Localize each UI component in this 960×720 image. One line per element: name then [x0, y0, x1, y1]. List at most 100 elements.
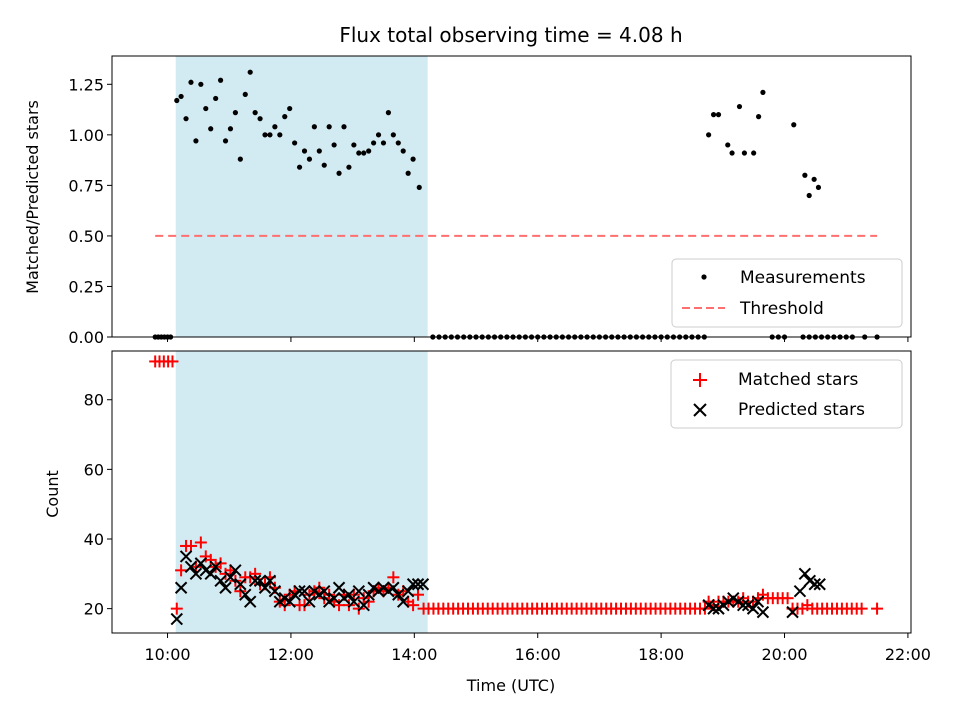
predicted-star-point [332, 581, 346, 594]
measurement-point [380, 140, 387, 146]
measurement-point [222, 138, 229, 144]
x-tick-label: 12:00 [268, 645, 314, 664]
predicted-star-point [746, 602, 760, 615]
predicted-star-point [362, 588, 375, 601]
measurement-point [188, 79, 194, 85]
matched-star-point [298, 599, 311, 612]
predicted-star-point [406, 578, 420, 591]
measurement-point [710, 112, 717, 118]
top-y-axis-label: Matched/Predicted stars [23, 100, 42, 294]
predicted-star-point [239, 588, 252, 601]
measurement-point [321, 162, 327, 168]
measurement-point [326, 124, 332, 130]
measurement-point [741, 150, 748, 156]
legend-measurements-marker [701, 274, 707, 280]
y-tick-label: 40 [84, 530, 104, 549]
predicted-star-point [283, 595, 296, 608]
y-tick-label: 0.25 [68, 277, 104, 296]
predicted-star-point [170, 612, 183, 626]
predicted-star-point [204, 567, 217, 581]
measurement-point [272, 124, 278, 130]
y-tick-label: 1.25 [68, 75, 104, 94]
x-tick-label: 10:00 [144, 645, 190, 664]
measurement-point [806, 192, 812, 199]
measurement-point [203, 105, 209, 112]
measurement-point [706, 132, 712, 138]
predicted-star-point [258, 581, 272, 594]
measurement-point [405, 170, 411, 176]
measurement-point [791, 122, 797, 128]
top-y-ticks: 0.00 0.25 0.50 0.75 1.00 1.25 [68, 75, 112, 347]
predicted-star-point [224, 571, 237, 584]
y-tick-label: 1.00 [68, 126, 104, 145]
y-tick-label: 0.50 [68, 227, 104, 246]
measurement-point [287, 105, 293, 112]
x-tick-label: 14:00 [391, 645, 437, 664]
predicted-star-point [756, 605, 770, 619]
y-tick-label: 20 [84, 600, 104, 619]
measurement-point [247, 69, 253, 75]
x-tick-label: 18:00 [638, 645, 684, 664]
top-legend-box [671, 258, 903, 328]
y-tick-label: 0.00 [68, 328, 104, 347]
matched-star-point [229, 574, 242, 587]
measurement-point [815, 184, 822, 191]
predicted-star-point [798, 567, 812, 581]
measurement-point [366, 148, 372, 154]
top-x-ticks [167, 337, 909, 342]
predicted-star-point [234, 578, 247, 591]
matched-star-point [249, 567, 262, 580]
bottom-y-ticks: 20 40 60 80 [84, 391, 112, 619]
measurement-point [375, 132, 382, 138]
matched-star-point [781, 592, 794, 605]
matched-star-point [407, 599, 420, 612]
measurement-point [217, 77, 224, 83]
legend-measurements-label: Measurements [740, 268, 866, 288]
measurement-point [341, 124, 347, 130]
measurement-point [227, 126, 234, 132]
top-legend: Measurements Threshold [671, 258, 903, 328]
measurement-point [811, 176, 817, 182]
bottom-y-axis-label: Count [43, 470, 62, 518]
measurement-point [316, 148, 322, 154]
measurement-point [252, 110, 258, 116]
matched-star-point [170, 602, 183, 615]
measurement-point [174, 97, 180, 104]
measurement-point [277, 132, 283, 138]
measurement-point [395, 140, 401, 146]
legend-matched-marker [693, 373, 707, 387]
matched-star-point [362, 595, 375, 608]
predicted-star-point [342, 588, 356, 601]
measurement-point [282, 114, 288, 120]
measurement-point [232, 110, 238, 116]
predicted-star-point [219, 581, 232, 594]
predicted-star-point [184, 560, 198, 574]
predicted-stars-points [170, 550, 826, 626]
predicted-star-point [707, 602, 720, 615]
matched-star-point [313, 581, 326, 594]
measurement-point [751, 150, 757, 156]
bottom-panel: 20 40 60 80 10:00 12:00 14:00 16:00 18:00 20:00 2… [43, 350, 931, 695]
matched-star-point [871, 602, 884, 615]
predicted-star-point [387, 581, 400, 594]
measurement-point [802, 172, 808, 178]
predicted-star-point [352, 585, 366, 598]
measurement-point [729, 150, 735, 156]
measurement-point [198, 81, 204, 87]
measurement-point [715, 112, 722, 118]
predicted-star-point [293, 585, 306, 598]
matched-star-point [204, 553, 217, 566]
measurement-point [760, 89, 766, 95]
bottom-axes-frame [111, 350, 912, 634]
measurement-point [292, 140, 298, 146]
measurement-point [725, 142, 731, 148]
x-tick-label: 22:00 [885, 645, 931, 664]
matched-star-point [234, 585, 247, 598]
predicted-star-point [229, 564, 242, 577]
measurement-point [237, 156, 243, 162]
bottom-x-ticks: 10:00 12:00 14:00 16:00 18:00 20:00 22:00 [144, 633, 931, 664]
measurement-point [213, 95, 219, 102]
matched-star-point [278, 599, 291, 612]
matched-star-point [175, 564, 188, 577]
